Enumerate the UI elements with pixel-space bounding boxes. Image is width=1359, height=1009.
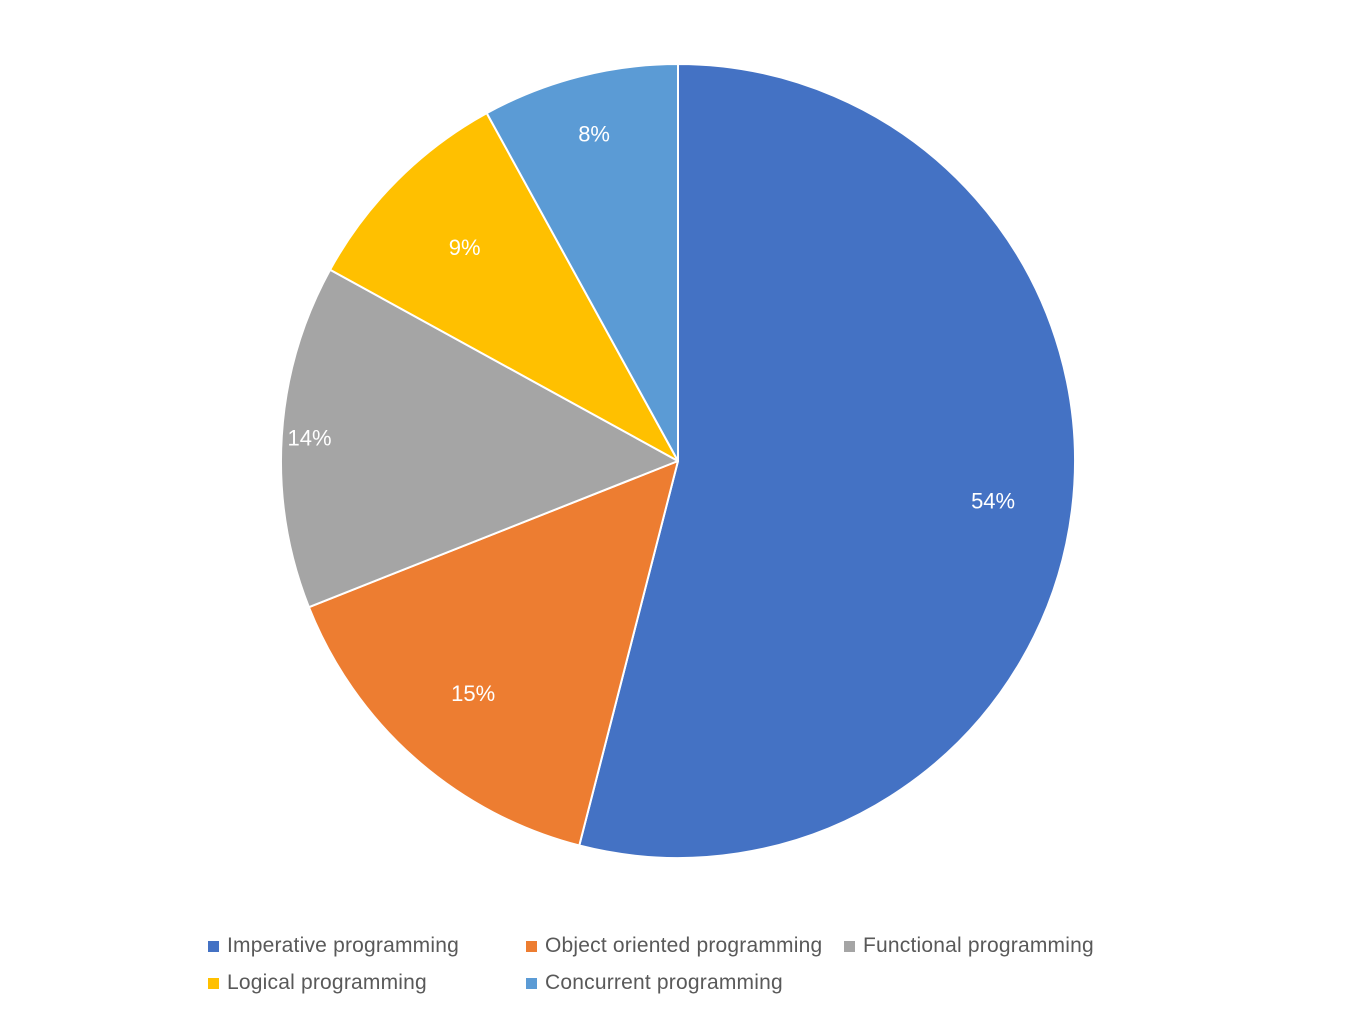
data-label-concurrent-programming: 8% bbox=[578, 122, 610, 147]
pie-slice-imperative-programming[interactable] bbox=[578, 63, 1076, 859]
legend-item-functional[interactable]: Functional programming bbox=[844, 934, 1138, 958]
legend-item-concurrent[interactable]: Concurrent programming bbox=[526, 971, 844, 995]
legend-item-imperative[interactable]: Imperative programming bbox=[208, 934, 526, 958]
legend-label: Concurrent programming bbox=[545, 971, 783, 994]
data-label-imperative-programming: 54% bbox=[971, 488, 1015, 513]
legend-swatch bbox=[208, 977, 219, 989]
pie-slice-logical-programming[interactable] bbox=[329, 112, 679, 462]
pie-chart-svg: 54% 15% 14% 9% 8% bbox=[280, 63, 1076, 859]
data-label-object-oriented-programming: 15% bbox=[451, 681, 495, 706]
legend-label: Functional programming bbox=[863, 934, 1094, 957]
pie-slices bbox=[280, 63, 1076, 859]
data-label-logical-programming: 9% bbox=[449, 235, 481, 260]
legend-swatch bbox=[844, 940, 855, 952]
data-label-functional-programming: 14% bbox=[287, 425, 331, 450]
legend-label: Imperative programming bbox=[227, 934, 459, 957]
legend-swatch bbox=[526, 940, 537, 952]
legend-label: Logical programming bbox=[227, 971, 427, 994]
pie-slice-functional-programming[interactable] bbox=[280, 268, 679, 609]
legend-item-logical[interactable]: Logical programming bbox=[208, 971, 526, 995]
legend: Imperative programming Object oriented p… bbox=[208, 934, 1138, 995]
legend-swatch bbox=[208, 940, 219, 952]
legend-swatch bbox=[526, 977, 537, 989]
pie-slice-concurrent-programming[interactable] bbox=[485, 63, 679, 462]
legend-label: Object oriented programming bbox=[545, 934, 823, 957]
pie-slice-object-oriented-programming[interactable] bbox=[307, 460, 679, 847]
pie-data-labels: 54% 15% 14% 9% 8% bbox=[287, 122, 1015, 706]
legend-item-object-oriented[interactable]: Object oriented programming bbox=[526, 934, 844, 958]
